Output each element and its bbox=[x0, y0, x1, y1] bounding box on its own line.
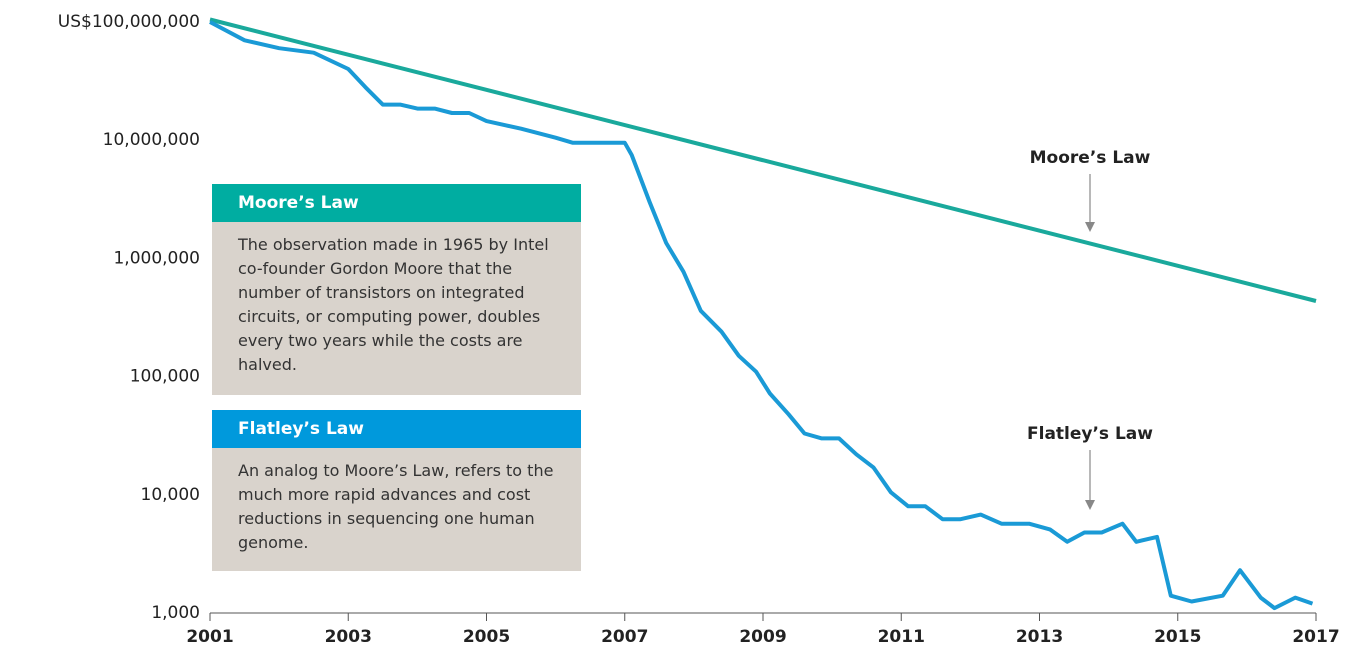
x-tick-label: 2005 bbox=[463, 627, 510, 647]
definition-title: Flatley’s Law bbox=[212, 410, 581, 448]
series-label: Flatley’s Law bbox=[1027, 424, 1153, 444]
definition-title: Moore’s Law bbox=[212, 184, 581, 222]
x-tick-label: 2017 bbox=[1292, 627, 1339, 647]
x-tick-label: 2001 bbox=[186, 627, 233, 647]
series-line bbox=[209, 20, 1314, 611]
series-line bbox=[209, 17, 1317, 303]
y-tick-label: 1,000,000 bbox=[113, 248, 200, 268]
y-tick-label: 10,000 bbox=[141, 485, 200, 505]
y-tick-label: 10,000,000 bbox=[103, 130, 200, 150]
y-tick-label: 1,000 bbox=[151, 603, 200, 623]
definition-text: An analog to Moore’s Law, refers to the … bbox=[212, 448, 581, 571]
series-label: Moore’s Law bbox=[1030, 148, 1151, 168]
x-tick-label: 2009 bbox=[739, 627, 786, 647]
arrow-head bbox=[1085, 222, 1095, 232]
y-tick-label: US$100,000,000 bbox=[58, 12, 200, 32]
x-tick-label: 2003 bbox=[325, 627, 372, 647]
x-tick-label: 2011 bbox=[878, 627, 925, 647]
x-tick-label: 2015 bbox=[1154, 627, 1201, 647]
x-tick-label: 2013 bbox=[1016, 627, 1063, 647]
definition-box: Moore’s Law The observation made in 1965… bbox=[212, 184, 581, 395]
x-tick-label: 2007 bbox=[601, 627, 648, 647]
definition-text: The observation made in 1965 by Intel co… bbox=[212, 222, 581, 395]
definition-box: Flatley’s Law An analog to Moore’s Law, … bbox=[212, 410, 581, 571]
arrow-head bbox=[1085, 500, 1095, 510]
y-tick-label: 100,000 bbox=[130, 367, 200, 387]
